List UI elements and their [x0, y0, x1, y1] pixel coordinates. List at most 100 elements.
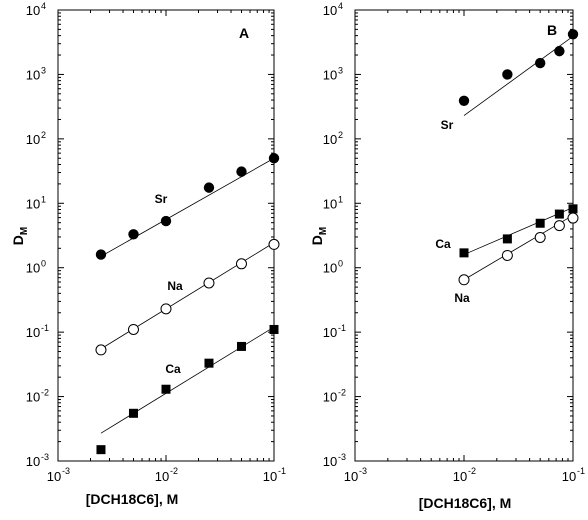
x-axis-title: [DCH18C6], M — [86, 491, 179, 507]
svg-text:DM: DM — [309, 227, 329, 245]
data-marks — [95, 153, 280, 455]
y-tick-label-base: 10 — [323, 325, 337, 340]
data-point-sr — [567, 29, 579, 40]
data-point-ca — [128, 408, 138, 418]
data-point-sr — [203, 182, 215, 193]
y-tick-label-base: 10 — [26, 454, 40, 469]
data-point-ca — [161, 384, 171, 394]
x-tick-label-base: 10 — [453, 469, 467, 484]
data-point-ca — [502, 234, 512, 244]
axis-ticks: 10 -310 -210 -110 010 110 210 310 410 -3 10 -2 10 -1 — [323, 1, 585, 484]
data-point-sr — [502, 69, 513, 80]
panel-label: A — [239, 25, 249, 41]
y-tick-label-base: 10 — [323, 3, 337, 18]
data-point-na — [458, 274, 470, 286]
y-tick-label-exponent: 0 — [41, 259, 46, 269]
data-point-sr — [236, 166, 247, 177]
y-tick-label-base: 10 — [26, 132, 40, 147]
x-tick-label-exponent: -3 — [62, 466, 70, 476]
chart-panel-b: 10 -310 -210 -110 010 110 210 310 410 -3 10 -2 10 -1 … — [309, 1, 585, 511]
y-tick-label-base: 10 — [323, 454, 337, 469]
y-axis-title-subscript: M — [318, 227, 329, 235]
x-tick-label-base: 10 — [344, 469, 358, 484]
series-label-sr: Sr — [155, 192, 168, 206]
x-tick-label-exponent: -3 — [359, 466, 367, 476]
svg-text:DM: DM — [10, 227, 30, 245]
data-point-sr — [458, 95, 470, 106]
data-point-na — [95, 344, 107, 356]
data-point-na — [203, 277, 215, 289]
data-point-sr — [534, 57, 546, 69]
y-tick-label-base: 10 — [26, 3, 40, 18]
y-tick-label-exponent: -1 — [338, 323, 346, 333]
x-tick-label-exponent: -1 — [278, 466, 286, 476]
y-tick-label-exponent: 1 — [338, 194, 343, 204]
data-point-sr — [160, 215, 172, 227]
y-axis-title-main: D — [10, 235, 26, 245]
x-tick-label-base: 10 — [155, 469, 169, 484]
data-point-na — [501, 249, 513, 261]
y-axis-title-subscript: M — [19, 227, 30, 235]
data-point-ca — [535, 218, 545, 228]
data-point-sr — [268, 153, 280, 164]
x-tick-label-exponent: -2 — [170, 466, 178, 476]
y-tick-label-base: 10 — [323, 196, 337, 211]
y-tick-label-exponent: -2 — [41, 388, 49, 398]
data-point-sr — [128, 229, 139, 240]
data-point-na — [160, 303, 172, 315]
y-tick-label-base: 10 — [26, 67, 40, 82]
data-point-ca — [269, 324, 279, 334]
fit-line-na — [100, 242, 275, 350]
y-tick-label-exponent: -3 — [338, 452, 346, 462]
data-point-sr — [554, 45, 565, 57]
y-tick-label-base: 10 — [26, 325, 40, 340]
data-point-na — [127, 323, 139, 335]
panel-label: B — [547, 22, 557, 38]
data-point-sr — [95, 249, 107, 260]
y-tick-label-exponent: 2 — [41, 130, 46, 140]
axis-ticks: 10 -310 -210 -110 010 110 210 310 410 -3 10 -2 10 -1 — [26, 1, 286, 484]
data-point-na — [268, 238, 280, 250]
x-tick-label-base: 10 — [263, 469, 277, 484]
data-point-ca — [236, 341, 246, 351]
series-label-ca: Ca — [165, 362, 181, 376]
y-tick-label-base: 10 — [323, 67, 337, 82]
data-point-na — [235, 258, 247, 270]
y-tick-label-base: 10 — [323, 261, 337, 276]
data-point-ca — [459, 248, 469, 258]
y-tick-label-base: 10 — [26, 390, 40, 405]
y-tick-label-exponent: 4 — [41, 1, 46, 11]
data-point-na — [553, 220, 565, 232]
data-point-ca — [554, 209, 564, 219]
y-axis-title: DM — [10, 227, 30, 245]
y-axis-title: DM — [309, 227, 329, 245]
series-label-na: Na — [454, 291, 470, 305]
y-tick-label-base: 10 — [323, 390, 337, 405]
data-point-na — [567, 212, 579, 224]
fit-line-sr — [100, 157, 275, 257]
data-marks — [458, 29, 579, 286]
data-point-ca — [204, 358, 214, 368]
series-label-na: Na — [167, 279, 183, 293]
y-tick-label-exponent: 1 — [41, 194, 46, 204]
data-point-ca — [96, 445, 106, 455]
data-point-ca — [568, 204, 578, 214]
y-tick-label-base: 10 — [26, 196, 40, 211]
fit-line-ca — [100, 326, 275, 434]
y-axis-title-main: D — [309, 235, 325, 245]
chart-panel-a: 10 -310 -210 -110 010 110 210 310 410 -3 10 -2 10 -1 … — [10, 1, 286, 507]
y-tick-label-exponent: 2 — [338, 130, 343, 140]
y-tick-label-exponent: -1 — [41, 323, 49, 333]
y-tick-label-exponent: 4 — [338, 1, 343, 11]
y-tick-label-exponent: -2 — [338, 388, 346, 398]
data-point-na — [534, 231, 546, 243]
series-label-ca: Ca — [435, 237, 451, 251]
x-tick-label-exponent: -1 — [577, 466, 585, 476]
y-tick-label-exponent: 0 — [338, 259, 343, 269]
y-tick-label-exponent: 3 — [41, 65, 46, 75]
y-tick-label-exponent: -3 — [41, 452, 49, 462]
y-tick-label-exponent: 3 — [338, 65, 343, 75]
x-axis-title: [DCH18C6], M — [419, 495, 512, 511]
x-tick-label-base: 10 — [562, 469, 576, 484]
